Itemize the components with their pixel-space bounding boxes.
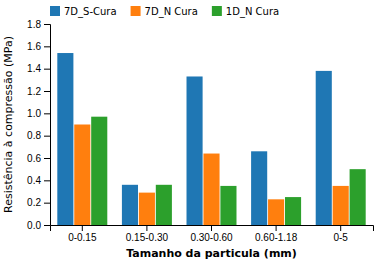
y-tick-label: 1.2	[27, 86, 41, 97]
bar	[57, 53, 73, 225]
x-tick-label: 0.15-0.30	[126, 232, 169, 243]
bar	[122, 185, 138, 225]
y-tick-mark	[44, 225, 50, 226]
y-tick: 1.8	[27, 19, 50, 30]
bar	[316, 71, 332, 225]
y-tick: 0.8	[27, 130, 50, 141]
bar	[333, 186, 349, 225]
x-tick: 0-0.15	[68, 225, 97, 243]
x-tick-mark	[82, 225, 83, 231]
x-tick: 0.30-0.60	[190, 225, 233, 243]
y-tick-mark	[44, 69, 50, 70]
y-axis: 0.0 0.2 0.4 0.6 0.8 1.0 1.2 1.4 1.6 1.8	[27, 19, 50, 231]
bar	[350, 169, 366, 225]
legend-item: 1D_N Cura	[212, 6, 279, 18]
x-tick: 0.60-1.18	[255, 225, 298, 243]
y-tick: 0.2	[27, 197, 50, 208]
x-tick-mark	[146, 225, 147, 231]
legend-label: 7D_N Cura	[145, 6, 198, 18]
y-tick-label: 0.2	[27, 197, 41, 208]
bar	[187, 76, 203, 225]
legend: 7D_S-Cura 7D_N Cura 1D_N Cura	[50, 6, 279, 18]
legend-item: 7D_S-Cura	[50, 6, 117, 18]
legend-item: 7D_N Cura	[131, 6, 198, 18]
y-tick: 1.6	[27, 41, 50, 52]
bar	[268, 199, 284, 225]
x-tick-mark	[211, 225, 212, 231]
legend-label: 7D_S-Cura	[64, 6, 117, 18]
y-tick: 0.0	[27, 220, 50, 231]
plot: 0.0 0.2 0.4 0.6 0.8 1.0 1.2 1.4 1.6 1.8 0-0.15 0.15…	[27, 19, 373, 243]
y-axis-title: Resistência à compressão (MPa)	[2, 36, 15, 213]
y-tick: 0.4	[27, 175, 50, 186]
y-tick-label: 1.4	[27, 63, 41, 74]
x-tick-mark	[276, 225, 277, 231]
y-tick: 1.2	[27, 86, 50, 97]
bar	[203, 154, 219, 225]
bars	[57, 53, 365, 225]
bar-series	[57, 53, 331, 225]
y-tick: 0.6	[27, 153, 50, 164]
y-tick-label: 1.8	[27, 19, 41, 30]
bar	[220, 186, 236, 225]
y-tick: 1.0	[27, 108, 50, 119]
x-tick-label: 0.30-0.60	[190, 232, 233, 243]
bar-series	[91, 117, 365, 225]
y-tick-mark	[44, 46, 50, 47]
x-tick-label: 0.60-1.18	[255, 232, 298, 243]
y-tick-mark	[44, 24, 50, 25]
y-axis-line	[44, 25, 51, 226]
y-tick-mark	[44, 203, 50, 204]
legend-swatch	[131, 6, 141, 16]
y-tick-label: 0.8	[27, 130, 41, 141]
y-tick-mark	[44, 158, 50, 159]
bar	[251, 151, 267, 225]
y-tick-label: 0.6	[27, 153, 41, 164]
bar	[74, 125, 90, 226]
x-tick: 0-5	[333, 225, 348, 243]
chart: 0.0 0.2 0.4 0.6 0.8 1.0 1.2 1.4 1.6 1.8 0-0.15 0.15…	[0, 0, 383, 263]
x-tick-label: 0-0.15	[68, 232, 97, 243]
legend-swatch	[50, 6, 60, 16]
x-tick-mark	[340, 225, 341, 231]
x-tick: 0.15-0.30	[126, 225, 169, 243]
legend-swatch	[212, 6, 222, 16]
x-axis-title: Tamanho da particula (mm)	[126, 247, 297, 260]
y-tick-label: 1.0	[27, 108, 41, 119]
y-tick-mark	[44, 180, 50, 181]
bar	[156, 185, 172, 225]
bar-series	[74, 125, 348, 226]
y-tick-mark	[44, 91, 50, 92]
bar	[91, 117, 107, 225]
x-tick-label: 0-5	[333, 232, 348, 243]
y-tick-mark	[44, 136, 50, 137]
x-axis: 0-0.15 0.15-0.30 0.30-0.60 0.60-1.18 0-5	[51, 225, 374, 243]
legend-label: 1D_N Cura	[226, 6, 279, 18]
y-tick-label: 0.0	[27, 220, 41, 231]
y-tick-mark	[44, 113, 50, 114]
y-tick-label: 1.6	[27, 41, 41, 52]
x-axis-line	[51, 226, 374, 232]
bar	[139, 193, 155, 225]
y-tick: 1.4	[27, 63, 50, 74]
y-tick-label: 0.4	[27, 175, 41, 186]
bar	[285, 197, 301, 225]
